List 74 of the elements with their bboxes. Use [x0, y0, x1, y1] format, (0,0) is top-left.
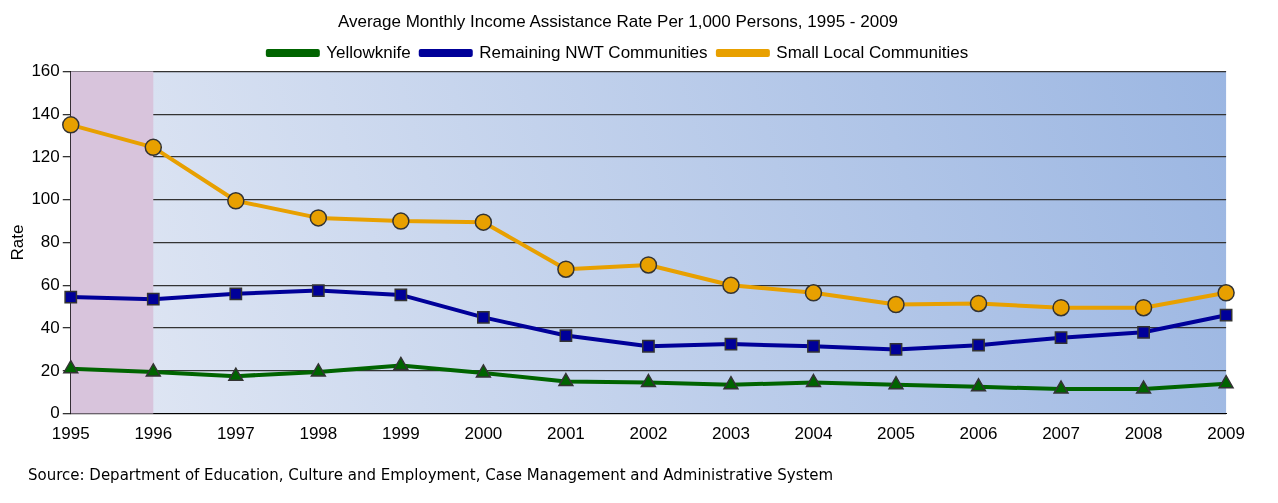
point	[642, 339, 655, 353]
point	[63, 359, 79, 374]
x-tick-label: 2000	[464, 424, 503, 444]
point	[228, 367, 244, 381]
point	[557, 260, 575, 278]
point	[309, 209, 328, 227]
point	[889, 343, 903, 356]
x-tick-label: 2004	[794, 424, 833, 444]
source-note: Source: Department of Education, Culture and Employment, Case Management and Administrative System	[28, 466, 835, 484]
point	[229, 287, 243, 301]
point	[1217, 284, 1235, 302]
point	[146, 292, 160, 306]
point	[887, 295, 905, 314]
point	[559, 329, 573, 342]
point	[722, 276, 740, 295]
chart-title: Average Monthly Income Assistance Rate Per 1,000 Persons, 1995 - 2009	[337, 11, 899, 31]
x-tick-label: 2006	[959, 424, 998, 444]
point	[311, 284, 325, 298]
x-tick-label: 2002	[629, 424, 668, 444]
y-tick-label: 60	[40, 274, 60, 294]
y-tick-label: 20	[40, 360, 60, 380]
x-tick-label: 2009	[1207, 424, 1245, 444]
point	[394, 288, 408, 302]
point	[144, 138, 163, 157]
x-tick-label: 1995	[51, 424, 90, 444]
point	[1052, 298, 1070, 317]
point	[310, 363, 327, 377]
point	[972, 338, 985, 352]
point	[475, 364, 492, 378]
point	[1134, 298, 1153, 317]
x-tick-label: 2003	[712, 424, 750, 444]
y-tick-label: 160	[31, 61, 60, 81]
point	[805, 373, 822, 388]
y-tick-label: 120	[31, 146, 60, 166]
y-tick-label: 40	[40, 317, 60, 337]
point	[145, 363, 161, 377]
point	[62, 116, 80, 134]
point	[64, 290, 78, 304]
legend-label: Remaining NWT Communities	[479, 42, 708, 62]
point	[639, 256, 658, 274]
point	[1053, 380, 1069, 394]
x-tick-label: 2005	[877, 424, 915, 444]
point	[1218, 374, 1234, 389]
y-tick-label: 140	[31, 103, 60, 123]
point	[558, 372, 574, 387]
x-tick-label: 1998	[299, 424, 338, 444]
point	[888, 375, 904, 390]
legend-label: Yellowknife	[326, 42, 411, 62]
point	[969, 294, 988, 313]
point	[1054, 331, 1068, 345]
x-tick-label: 2007	[1042, 424, 1080, 444]
point	[970, 378, 987, 392]
point	[1219, 308, 1233, 322]
x-tick-label: 1999	[381, 424, 420, 444]
x-tick-label: 1997	[216, 424, 255, 444]
point	[393, 356, 409, 371]
x-tick-label: 2008	[1124, 424, 1163, 444]
point	[723, 375, 739, 390]
point	[1137, 325, 1150, 339]
point	[804, 284, 823, 302]
y-tick-label: 80	[40, 232, 60, 252]
x-tick-label: 1996	[134, 424, 173, 444]
point	[227, 192, 245, 210]
y-tick-label: 100	[31, 189, 60, 209]
point	[807, 339, 820, 353]
y-tick-label: 0	[50, 403, 60, 423]
point	[476, 310, 490, 324]
point	[474, 213, 493, 231]
y-axis-title: Rate	[7, 224, 27, 261]
point	[392, 212, 410, 230]
point	[1135, 380, 1152, 394]
x-tick-label: 2001	[546, 424, 585, 444]
legend-label: Small Local Communities	[776, 42, 969, 62]
point	[640, 373, 657, 388]
